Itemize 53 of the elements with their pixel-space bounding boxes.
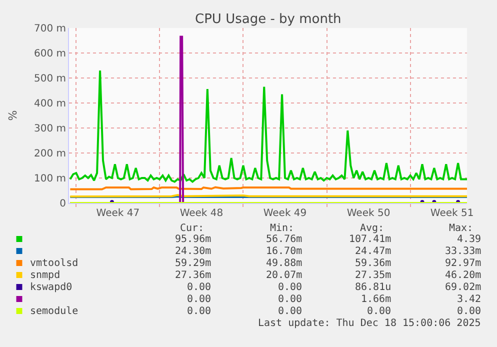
y-axis-title: % — [6, 110, 20, 121]
text: 46.20m — [445, 270, 482, 281]
text: 24.30m — [175, 246, 212, 257]
text: 33.33m — [445, 246, 482, 257]
text: Last update: Thu Dec 18 15:00:06 2025 — [258, 318, 481, 329]
text: 107.41m — [349, 234, 392, 245]
y-tick-label: 0 — [60, 198, 66, 210]
x-tick-label: Week 50 — [346, 208, 390, 219]
y-tick-label: 300 m — [34, 124, 66, 134]
x-tick-label: Week 51 — [430, 208, 474, 219]
text: Max: — [449, 223, 474, 234]
legend-label: snmpd — [30, 270, 60, 281]
y-tick-label: 400 m — [34, 98, 66, 110]
x-tick-label: Week 48 — [180, 208, 224, 219]
legend-label: semodule — [30, 306, 78, 317]
text: 86.81u — [355, 282, 392, 293]
text: 4.39 — [457, 234, 482, 245]
text: 16.70m — [266, 246, 302, 257]
text: 0.00 — [187, 282, 212, 293]
x-tick-label: Week 49 — [263, 208, 307, 219]
text: Min: — [270, 223, 294, 234]
text: 49.88m — [266, 258, 302, 269]
legend-label: vmtoolsd — [30, 258, 78, 269]
y-tick-label: 100 m — [34, 174, 66, 184]
text: 0.00 — [187, 306, 212, 317]
text: 69.02m — [445, 282, 482, 293]
text: 0.00 — [367, 306, 392, 317]
text: 3.42 — [457, 294, 482, 305]
text: 24.47m — [355, 246, 392, 257]
text: 0.00 — [457, 306, 482, 317]
text: 27.36m — [175, 270, 212, 281]
text: 27.35m — [355, 270, 392, 281]
text: 59.36m — [355, 258, 392, 269]
text: 20.07m — [266, 270, 302, 281]
y-tick-label: 500 m — [34, 74, 66, 84]
chart-title: CPU Usage - by month — [195, 12, 342, 27]
text: 59.29m — [175, 258, 212, 269]
text: 0.00 — [278, 294, 302, 305]
y-tick-label: 600 m — [34, 48, 66, 60]
text: Cur: — [180, 223, 204, 234]
text: 56.76m — [266, 234, 302, 245]
x-tick-label: Week 47 — [96, 208, 140, 219]
line-series — [69, 70, 467, 183]
text: 0.00 — [278, 306, 302, 317]
text: 1.66m — [361, 294, 392, 305]
legend-label: kswapd0 — [30, 282, 72, 293]
text: 92.97m — [445, 258, 482, 269]
text: Avg: — [360, 223, 384, 234]
text: 95.96m — [175, 234, 212, 245]
text: 0.00 — [278, 282, 302, 293]
text: 0.00 — [187, 294, 212, 305]
y-tick-label: 200 m — [34, 148, 66, 160]
y-tick-label: 700 m — [34, 24, 66, 34]
